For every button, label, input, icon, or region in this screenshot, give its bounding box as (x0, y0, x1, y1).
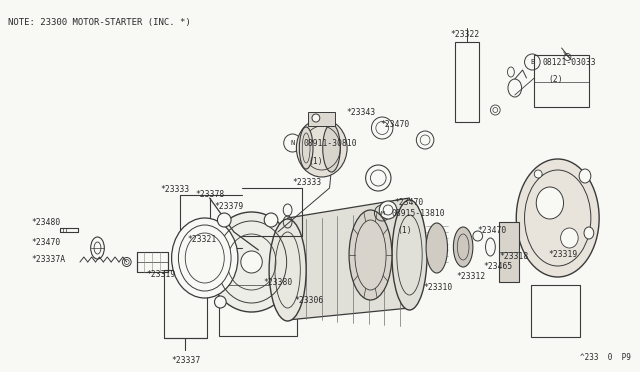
Bar (220, 278, 298, 336)
Ellipse shape (383, 205, 393, 215)
Bar (499, 222, 518, 282)
Text: ^233  0  P9: ^233 0 P9 (580, 353, 631, 362)
Ellipse shape (536, 187, 564, 219)
Text: *23310: *23310 (423, 283, 452, 292)
Text: B: B (530, 59, 534, 65)
Text: *23312: *23312 (456, 272, 486, 281)
Text: (1): (1) (398, 226, 412, 235)
Ellipse shape (218, 213, 231, 227)
Ellipse shape (376, 122, 388, 135)
Ellipse shape (312, 114, 320, 122)
Text: (1): (1) (308, 157, 323, 166)
Ellipse shape (473, 231, 483, 241)
Text: *23470: *23470 (380, 120, 410, 129)
Text: *23337: *23337 (172, 356, 201, 365)
Ellipse shape (323, 124, 340, 172)
Text: (2): (2) (548, 75, 563, 84)
Text: *23321: *23321 (188, 235, 216, 244)
Ellipse shape (371, 117, 393, 139)
Text: 08121-03033: 08121-03033 (542, 58, 596, 67)
Ellipse shape (179, 225, 231, 291)
Ellipse shape (417, 131, 434, 149)
Bar (531, 285, 580, 337)
Ellipse shape (420, 135, 430, 145)
Bar (164, 270, 207, 338)
Polygon shape (287, 198, 410, 320)
Text: *23465: *23465 (484, 262, 513, 271)
Ellipse shape (486, 238, 495, 256)
Ellipse shape (214, 296, 226, 308)
Text: *23337A: *23337A (31, 255, 65, 264)
Ellipse shape (380, 201, 397, 219)
Ellipse shape (453, 227, 473, 267)
Ellipse shape (516, 159, 599, 277)
Text: *23470: *23470 (395, 198, 424, 207)
Text: *23470: *23470 (31, 238, 60, 247)
Ellipse shape (534, 170, 542, 178)
Text: *23306: *23306 (294, 296, 324, 305)
Text: *23322: *23322 (451, 30, 480, 39)
Text: N: N (291, 140, 294, 146)
Ellipse shape (264, 213, 278, 227)
Text: *23480: *23480 (31, 218, 60, 227)
Ellipse shape (579, 169, 591, 183)
Ellipse shape (300, 127, 313, 169)
Text: *23470: *23470 (477, 226, 507, 235)
Bar (308, 112, 335, 126)
Ellipse shape (365, 165, 391, 191)
Ellipse shape (426, 223, 447, 273)
Text: *23318: *23318 (499, 252, 529, 261)
Ellipse shape (561, 228, 578, 248)
Ellipse shape (207, 212, 296, 312)
Text: 08911-30810: 08911-30810 (303, 138, 357, 148)
Ellipse shape (172, 218, 238, 298)
Text: *23333: *23333 (292, 178, 322, 187)
Ellipse shape (371, 170, 386, 186)
Bar (455, 42, 479, 122)
Text: *23378: *23378 (195, 190, 224, 199)
Ellipse shape (269, 219, 306, 321)
Text: *23343: *23343 (346, 108, 376, 117)
Text: *23379: *23379 (214, 202, 244, 211)
Text: *23380: *23380 (263, 278, 292, 287)
Text: *23319: *23319 (548, 250, 577, 259)
Ellipse shape (584, 227, 594, 239)
Text: *23333: *23333 (161, 185, 190, 194)
Ellipse shape (349, 210, 392, 300)
Ellipse shape (241, 251, 262, 273)
Bar (136, 252, 168, 272)
Text: *23319: *23319 (147, 270, 175, 279)
Ellipse shape (392, 200, 427, 310)
Ellipse shape (296, 119, 347, 177)
Text: 08915-13810: 08915-13810 (392, 208, 445, 218)
Bar (534, 55, 589, 107)
Text: NOTE: 23300 MOTOR-STARTER (INC. *): NOTE: 23300 MOTOR-STARTER (INC. *) (8, 18, 191, 27)
Text: M: M (380, 211, 384, 215)
